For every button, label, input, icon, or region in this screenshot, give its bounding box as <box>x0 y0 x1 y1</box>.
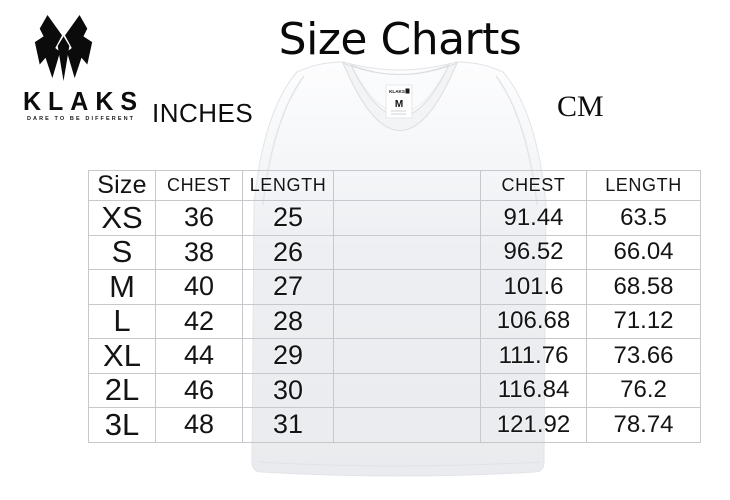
gap-cell <box>334 235 481 270</box>
chest-in-cell: 36 <box>156 201 243 236</box>
brand-logo: KLAKS DARE TO BE DIFFERENT <box>10 4 150 128</box>
chest-in-cell: 40 <box>156 270 243 305</box>
gap-cell <box>334 304 481 339</box>
chest-in-cell: 38 <box>156 235 243 270</box>
length-in-cell: 29 <box>243 339 334 374</box>
neck-label-line <box>391 110 406 112</box>
chest-cm-cell: 121.92 <box>481 408 587 443</box>
left-armhole-seam <box>262 75 305 206</box>
size-cell: XS <box>89 201 156 236</box>
header-size: Size <box>89 171 156 201</box>
page-title: Size Charts <box>278 14 522 65</box>
size-cell: 2L <box>89 373 156 408</box>
header-length-in: LENGTH <box>243 171 334 201</box>
length-in-cell: 26 <box>243 235 334 270</box>
chest-cm-cell: 91.44 <box>481 201 587 236</box>
cm-section-label: CM <box>557 90 604 123</box>
chest-in-cell: 48 <box>156 408 243 443</box>
neck-label-line <box>391 113 406 115</box>
length-cm-cell: 73.66 <box>587 339 701 374</box>
chest-cm-cell: 116.84 <box>481 373 587 408</box>
header-chest-in: CHEST <box>156 171 243 201</box>
neck-label-size: M <box>395 99 403 110</box>
length-cm-cell: 71.12 <box>587 304 701 339</box>
size-cell: S <box>89 235 156 270</box>
right-armhole-seam <box>495 75 538 206</box>
size-cell: L <box>89 304 156 339</box>
header-gap <box>334 171 481 201</box>
size-cell: M <box>89 270 156 305</box>
gap-cell <box>334 270 481 305</box>
chest-cm-cell: 106.68 <box>481 304 587 339</box>
length-cm-cell: 78.74 <box>587 408 701 443</box>
gap-cell <box>334 373 481 408</box>
gap-cell <box>334 408 481 443</box>
shirt-body <box>251 61 547 477</box>
header-chest-cm: CHEST <box>481 171 587 201</box>
chest-in-cell: 44 <box>156 339 243 374</box>
chest-in-cell: 42 <box>156 304 243 339</box>
hem-seam <box>257 461 541 467</box>
klaks-emblem-icon <box>34 14 93 82</box>
header-length-cm: LENGTH <box>587 171 701 201</box>
chest-cm-cell: 96.52 <box>481 235 587 270</box>
chest-cm-cell: 111.76 <box>481 339 587 374</box>
brand-wordmark: KLAKS <box>22 87 145 117</box>
length-cm-cell: 68.58 <box>587 270 701 305</box>
size-cell: 3L <box>89 408 156 443</box>
gap-cell <box>334 201 481 236</box>
length-in-cell: 25 <box>243 201 334 236</box>
length-in-cell: 30 <box>243 373 334 408</box>
length-cm-cell: 76.2 <box>587 373 701 408</box>
gap-cell <box>334 339 481 374</box>
inches-section-label: INCHES <box>152 98 254 128</box>
size-table: Size CHEST LENGTH CHEST LENGTH XS 36 25 … <box>88 170 701 443</box>
length-in-cell: 31 <box>243 408 334 443</box>
collar-band <box>342 62 458 131</box>
brand-tagline: DARE TO BE DIFFERENT <box>26 116 136 122</box>
size-cell: XL <box>89 339 156 374</box>
length-in-cell: 27 <box>243 270 334 305</box>
chest-in-cell: 46 <box>156 373 243 408</box>
neck-label: KLAKS M <box>385 84 413 119</box>
length-cm-cell: 66.04 <box>587 235 701 270</box>
length-in-cell: 28 <box>243 304 334 339</box>
neck-label-size-tab <box>405 88 410 94</box>
neck-label-brand: KLAKS <box>389 89 405 94</box>
length-cm-cell: 63.5 <box>587 201 701 236</box>
chest-cm-cell: 101.6 <box>481 270 587 305</box>
